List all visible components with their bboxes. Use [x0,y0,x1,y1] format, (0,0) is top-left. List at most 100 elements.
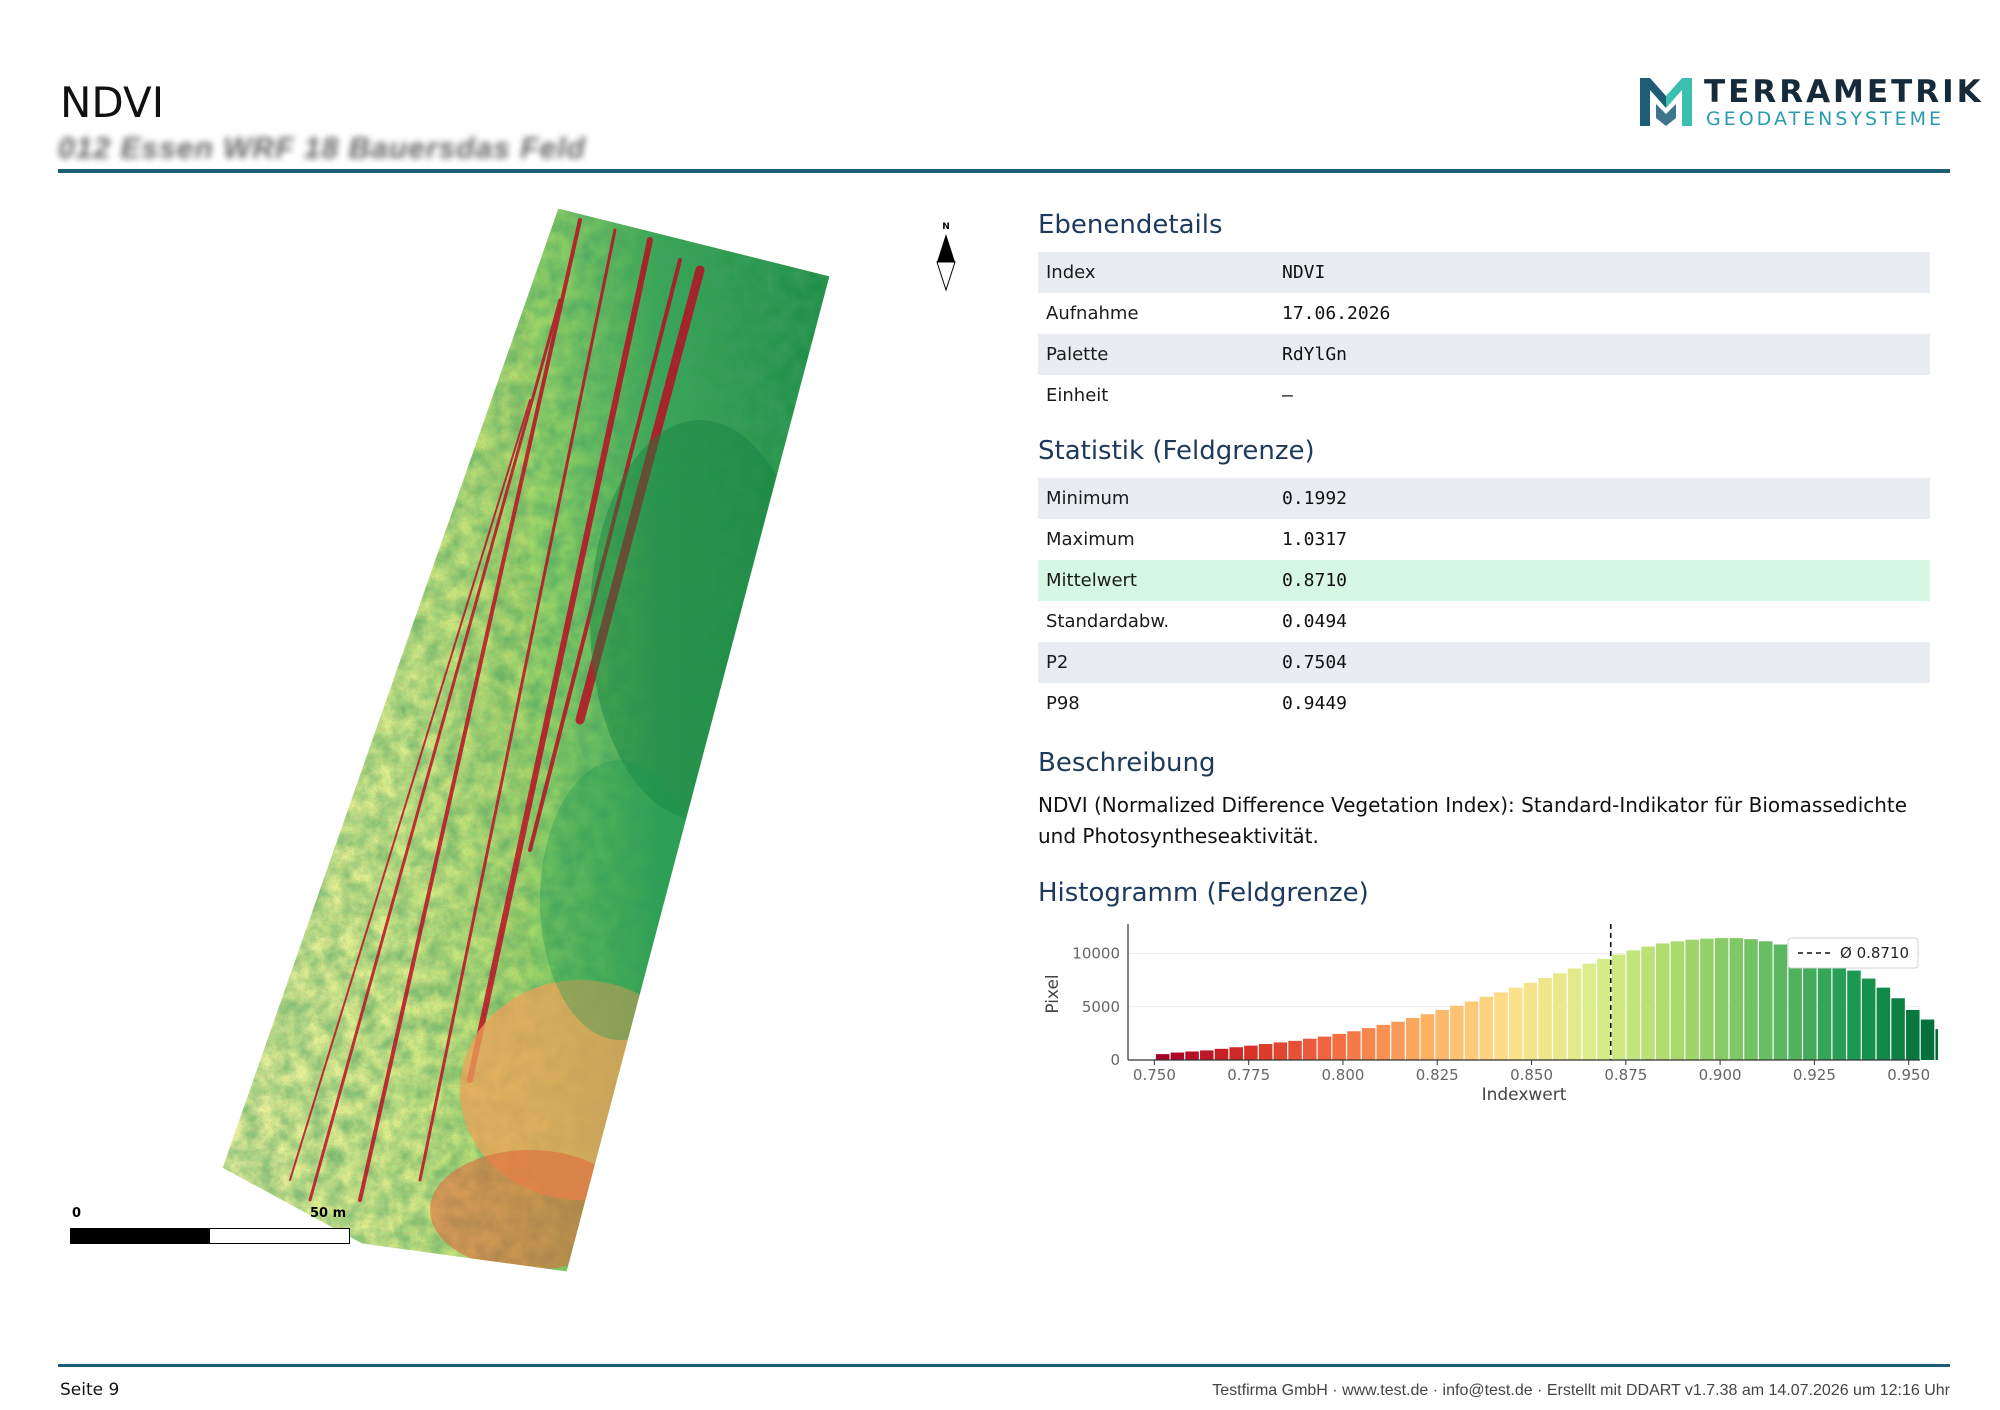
histogram-bar [1788,948,1802,1060]
histogram-bar [1185,1051,1199,1060]
y-tick-label: 0 [1110,1051,1120,1069]
page-title: NDVI [60,78,165,127]
y-tick-label: 5000 [1082,998,1120,1016]
histogram-bar [1523,982,1538,1060]
table-row: Maximum 1.0317 [1038,519,1930,560]
x-tick-label: 0.875 [1604,1066,1647,1084]
row-key: Mittelwert [1046,570,1137,591]
row-key: Aufnahme [1046,303,1139,324]
x-tick-label: 0.850 [1510,1066,1553,1084]
row-value: 0.0494 [1282,611,1348,632]
scale-label-start: 0 [72,1206,82,1221]
company-logo: TERRAMETRIK GEODATENSYSTEME [1640,74,1981,134]
row-value: – [1282,385,1293,406]
histogram-bar [1420,1014,1435,1060]
histogram-bar [1744,939,1758,1060]
table-row: Einheit – [1038,375,1930,416]
histogram-bar [1317,1036,1332,1060]
histogram-bar [1758,941,1773,1060]
histogram-bar [1847,970,1861,1060]
histogram-bar [1611,954,1626,1060]
histogram-bar [1803,952,1817,1060]
scale-label-end: 50 m [310,1206,347,1221]
legend-label: Ø 0.8710 [1840,944,1909,962]
histogram-bar [1567,968,1582,1060]
histogram-bar [1155,1054,1170,1060]
row-value: 17.06.2026 [1282,303,1391,324]
logo-wordmark: TERRAMETRIK [1704,74,1984,110]
histogram-bar [1597,958,1611,1060]
histogram-bar [1435,1009,1449,1060]
histogram-chart: 0 5000 10000 0.750 0.775 0.800 0.825 0.850 0.875… [1038,920,1949,1110]
histogram-bar [1494,992,1508,1060]
row-key: Palette [1046,344,1109,365]
table-row: P98 0.9449 [1038,683,1930,724]
north-arrow-icon: N [936,222,956,292]
histogram-bar [1405,1017,1420,1060]
histogram-bar [1861,978,1876,1060]
table-row: Aufnahme 17.06.2026 [1038,293,1930,334]
row-value: 0.9449 [1282,693,1348,714]
field-raster [222,208,830,1272]
histogram-bar [1714,938,1729,1060]
histogram-bar [1361,1028,1376,1060]
histogram-bar [1479,996,1494,1060]
north-label: N [942,222,950,232]
histogram-bar [1906,1009,1920,1060]
layer-details-heading: Ebenendetails [1038,210,1223,240]
histogram-bar [1347,1031,1361,1060]
histogram-bar [1391,1021,1405,1060]
histogram-bar [1508,987,1523,1060]
histogram-bar [1626,950,1641,1060]
histogram-bar [1891,998,1905,1060]
table-row: Minimum 0.1992 [1038,478,1930,519]
x-tick-label: 0.800 [1321,1066,1364,1084]
scale-bar-segment-white [209,1228,350,1244]
row-key: Einheit [1046,385,1109,406]
header-divider [58,169,1950,173]
page-subtitle-redacted: 012 Essen WRF 18 Bauersdas Feld [58,132,586,165]
statistics-heading: Statistik (Feldgrenze) [1038,436,1315,466]
table-row-highlighted: Mittelwert 0.8710 [1038,560,1930,601]
layer-details-table: Index NDVI Aufnahme 17.06.2026 Palette R… [1038,252,1930,416]
row-value: RdYlGn [1282,344,1348,365]
row-value: NDVI [1282,262,1326,283]
histogram-bar [1729,938,1744,1060]
histogram-bar [1876,987,1891,1060]
row-key: Index [1046,262,1096,283]
y-axis-label: Pixel [1043,974,1063,1013]
x-tick-label: 0.825 [1416,1066,1459,1084]
legend-box [1787,937,1919,969]
page-number: Seite 9 [60,1380,120,1400]
histogram-bar [1170,1052,1185,1060]
row-value: 0.8710 [1282,570,1348,591]
histogram-bar [1817,957,1832,1060]
x-tick-label: 0.950 [1887,1066,1930,1084]
histogram-bar [1332,1033,1346,1060]
histogram-bar [1258,1044,1273,1060]
north-arrow: N [928,220,964,292]
ndvi-field-map[interactable] [60,200,960,1290]
histogram-svg: 0 5000 10000 0.750 0.775 0.800 0.825 0.850 0.875… [1043,924,1949,1105]
histogram-bar [1670,941,1685,1060]
histogram-bar [1832,963,1847,1060]
row-value: 0.1992 [1282,488,1348,509]
row-value: 1.0317 [1282,529,1348,550]
histogram-bar [1773,944,1788,1060]
histogram-bar [1538,978,1552,1060]
logo-tagline: GEODATENSYSTEME [1706,108,1945,130]
histogram-bar [1553,973,1567,1060]
histogram-bar [1376,1024,1391,1060]
histogram-bar [1700,938,1714,1060]
footer-divider [58,1364,1950,1367]
histogram-bar [1450,1005,1464,1060]
row-value: 0.7504 [1282,652,1348,673]
scale-bar: 0 50 m [68,1206,358,1256]
row-key: P2 [1046,652,1069,673]
statistics-table: Minimum 0.1992 Maximum 1.0317 Mittelwert… [1038,478,1930,724]
histogram-bar [1288,1040,1302,1060]
histogram-heading: Histogramm (Feldgrenze) [1038,878,1369,908]
histogram-bar [1214,1048,1229,1060]
histogram-bar [1464,1001,1479,1060]
scale-bar-segment-black [70,1228,209,1244]
